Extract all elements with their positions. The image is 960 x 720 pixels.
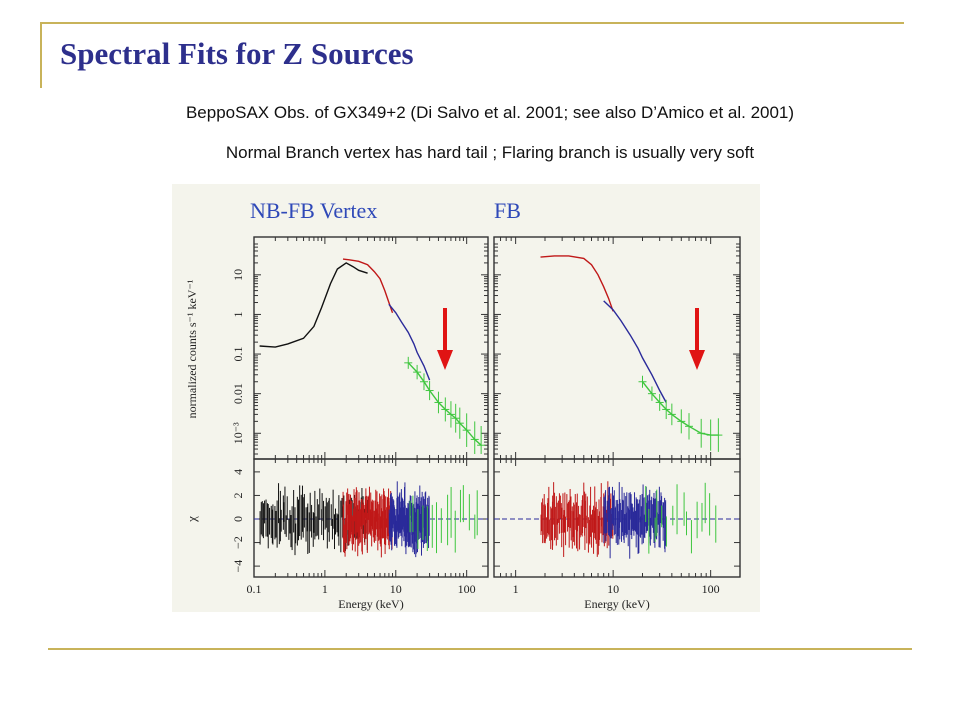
residual-tick-label: 0 (231, 516, 245, 522)
top-rule (40, 22, 904, 24)
x-tick-label: 10 (607, 582, 619, 596)
y-tick-label: 0.1 (231, 347, 245, 362)
x-tick-label: 10 (390, 582, 402, 596)
slide-title: Spectral Fits for Z Sources (60, 36, 414, 71)
left-rule (40, 22, 42, 88)
series-line-right-2 (641, 381, 719, 436)
series-line-left-3 (407, 362, 482, 446)
x-tick-label: 100 (458, 582, 476, 596)
y-axis-label: normalized counts s⁻¹ keV⁻¹ (185, 279, 199, 418)
series-line-left-0 (259, 262, 368, 348)
y-tick-label: 1 (231, 311, 245, 317)
panel-title-left: NB-FB Vertex (250, 198, 377, 223)
residual-tick-label: −4 (231, 560, 245, 573)
bottom-rule (48, 648, 912, 650)
series-line-right-0 (540, 255, 614, 312)
residual-axis-label: χ (184, 516, 199, 523)
panel-right: FB 1 10 100 Energy (keV) (493, 198, 741, 611)
series-line-left-2 (388, 303, 431, 381)
series-line-right-1 (603, 300, 667, 403)
panel-title-right: FB (494, 198, 521, 223)
summary-line: Normal Branch vertex has hard tail ; Fla… (225, 143, 755, 162)
residual-frame-right (493, 458, 741, 578)
residual-tick-label: −2 (231, 536, 245, 549)
series-line-left-1 (342, 258, 394, 314)
x-tick-label: 0.1 (247, 582, 262, 596)
figure-background (172, 184, 760, 612)
y-tick-label: 10⁻³ (231, 422, 245, 444)
spectral-figure: NB-FB Vertex 0.1 1 10 100 Energy (keV) 10⁻³ 0.0… (172, 184, 760, 612)
red-arrow-head-left (437, 350, 453, 370)
x-tick-label: 1 (322, 582, 328, 596)
x-axis-label-right: Energy (keV) (584, 597, 649, 611)
x-tick-label: 1 (513, 582, 519, 596)
y-tick-label: 10 (231, 269, 245, 281)
residual-tick-label: 4 (231, 469, 245, 475)
residual-tick-label: 2 (231, 492, 245, 498)
x-axis-label-left: Energy (keV) (338, 597, 403, 611)
x-tick-label: 100 (702, 582, 720, 596)
red-arrow-head-right (689, 350, 705, 370)
y-tick-label: 0.01 (231, 383, 245, 404)
citation-line: BeppoSAX Obs. of GX349+2 (Di Salvo et al… (185, 103, 795, 122)
residual-frame-left (253, 458, 489, 578)
